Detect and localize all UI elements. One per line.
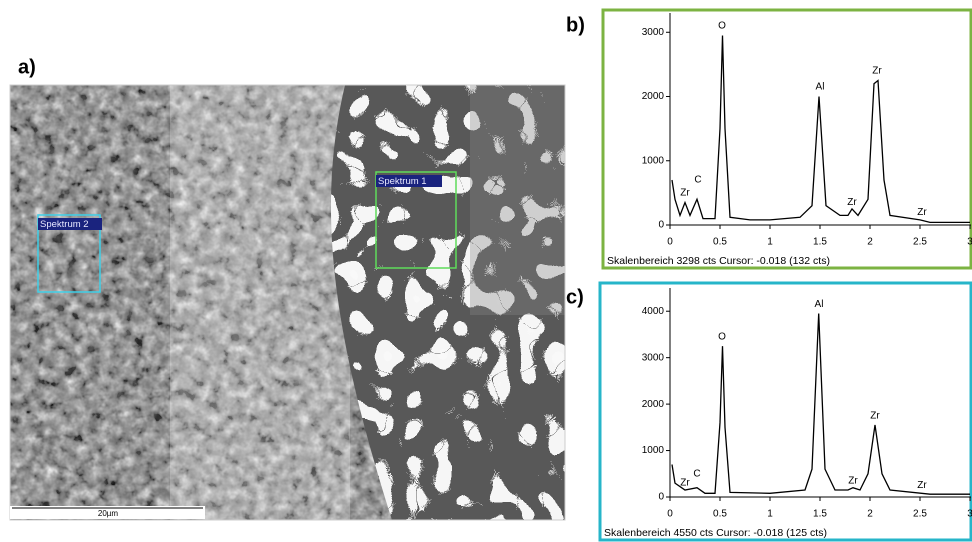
spectrum-label: Spektrum 1 — [378, 176, 427, 187]
panel-label: b) — [566, 14, 585, 36]
peak-label: Al — [816, 82, 825, 93]
y-tick-label: 2000 — [642, 399, 665, 410]
x-tick-label: 0 — [667, 237, 673, 248]
sem-frame — [9, 84, 566, 521]
peak-label: Zr — [848, 475, 858, 486]
x-tick-label: 0.5 — [713, 237, 727, 248]
y-tick-label: 3000 — [642, 352, 665, 363]
y-tick-label: 3000 — [642, 27, 665, 38]
y-tick-label: 0 — [658, 492, 664, 503]
x-tick-label: 1.5 — [813, 237, 827, 248]
x-tick-label: 3 — [967, 509, 972, 520]
scale-bar-label: 20µm — [98, 509, 119, 518]
x-tick-label: 0.5 — [713, 509, 727, 520]
panel-label: a) — [18, 56, 36, 78]
peak-label: Zr — [680, 478, 690, 489]
peak-label: Al — [815, 299, 824, 310]
y-tick-label: 0 — [658, 220, 664, 231]
peak-label: Zr — [917, 207, 927, 218]
spectrum-box — [37, 214, 101, 293]
x-tick-label: 2.5 — [913, 509, 927, 520]
spectrum-line — [671, 313, 970, 495]
y-tick-label: 2000 — [642, 91, 665, 102]
peak-label: Zr — [680, 188, 690, 199]
y-tick-label: 1000 — [642, 155, 665, 166]
caption: Skalenbereich 4550 cts Cursor: -0.018 (1… — [604, 527, 827, 539]
spectrum-label: Spektrum 2 — [40, 219, 89, 230]
peak-label: Zr — [847, 197, 857, 208]
x-tick-label: 2.5 — [913, 237, 927, 248]
x-tick-label: 0 — [667, 509, 673, 520]
x-tick-label: 3 — [967, 237, 972, 248]
x-tick-label: 1 — [767, 237, 773, 248]
caption: Skalenbereich 3298 cts Cursor: -0.018 (1… — [607, 255, 830, 267]
peak-label: C — [694, 175, 701, 186]
y-tick-label: 1000 — [642, 445, 665, 456]
peak-label: Zr — [917, 480, 927, 491]
scale-bar-bg — [10, 506, 205, 519]
spectrum-box — [375, 171, 457, 269]
sem-image — [10, 85, 565, 520]
peak-label: C — [693, 468, 700, 479]
peak-label: Zr — [870, 410, 880, 421]
y-tick-label: 4000 — [642, 306, 665, 317]
sem-shade — [470, 85, 565, 315]
x-tick-label: 2 — [867, 509, 873, 520]
panel-frame — [598, 281, 972, 542]
x-tick-label: 1.5 — [813, 509, 827, 520]
x-tick-label: 1 — [767, 509, 773, 520]
peak-label: O — [718, 331, 726, 342]
spectrum-label-bg — [38, 218, 102, 230]
peak-label: O — [718, 20, 726, 31]
panel-label: c) — [566, 286, 584, 308]
spectrum-line — [671, 35, 970, 224]
x-tick-label: 2 — [867, 237, 873, 248]
sem-band — [170, 85, 350, 520]
spectrum-label-bg — [376, 175, 442, 187]
peak-label: Zr — [872, 65, 882, 76]
